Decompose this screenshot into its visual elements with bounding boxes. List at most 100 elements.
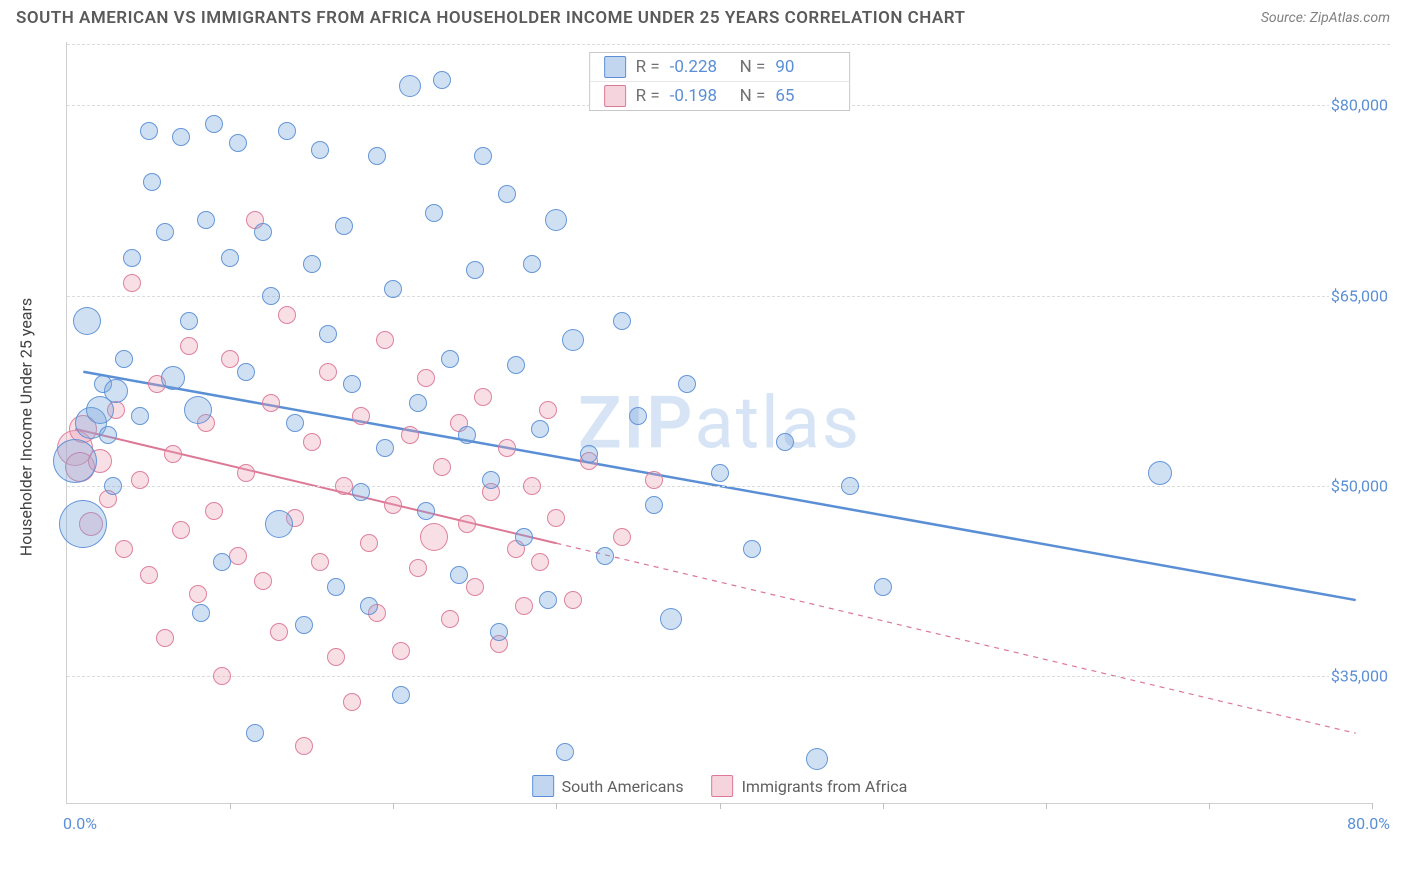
data-point <box>319 363 337 381</box>
data-point <box>441 350 459 368</box>
data-point <box>343 693 361 711</box>
legend-item-blue: South Americans <box>532 775 684 797</box>
data-point <box>613 312 631 330</box>
data-point <box>156 629 174 647</box>
data-point <box>841 477 859 495</box>
data-point <box>458 426 476 444</box>
stat-n-label: N = <box>740 86 766 106</box>
stats-legend: R = -0.228 N = 90 R = -0.198 N = 65 <box>589 52 851 111</box>
data-point <box>474 147 492 165</box>
data-point <box>164 445 182 463</box>
legend-label-pink: Immigrants from Africa <box>742 777 908 796</box>
data-point <box>409 559 427 577</box>
legend-label-blue: South Americans <box>562 777 684 796</box>
data-point <box>417 502 435 520</box>
data-point <box>205 115 223 133</box>
data-point <box>660 608 682 630</box>
data-point <box>303 255 321 273</box>
data-point <box>1148 461 1172 485</box>
data-point <box>131 471 149 489</box>
data-point <box>482 471 500 489</box>
data-point <box>104 477 122 495</box>
data-point <box>523 477 541 495</box>
data-point <box>53 439 97 483</box>
data-point <box>711 464 729 482</box>
data-point <box>192 604 210 622</box>
data-point <box>352 483 370 501</box>
data-point <box>265 510 293 538</box>
data-point <box>392 686 410 704</box>
data-point <box>59 500 107 548</box>
data-point <box>523 255 541 273</box>
grid-line <box>67 44 1390 45</box>
data-point <box>401 426 419 444</box>
data-point <box>172 128 190 146</box>
data-point <box>213 667 231 685</box>
x-axis-min-label: 0.0% <box>63 814 97 833</box>
y-tick-label: $65,000 <box>1329 286 1390 305</box>
data-point <box>180 312 198 330</box>
data-point <box>433 458 451 476</box>
data-point <box>221 350 239 368</box>
data-point <box>466 578 484 596</box>
stat-n-label: N = <box>740 57 766 77</box>
data-point <box>180 337 198 355</box>
x-tick <box>1209 803 1210 809</box>
swatch-blue-icon <box>604 56 626 78</box>
x-tick <box>556 803 557 809</box>
stat-r-pink: -0.198 <box>670 86 730 106</box>
data-point <box>99 426 117 444</box>
x-axis-max-label: 80.0% <box>1347 814 1390 833</box>
y-axis-title: Householder Income Under 25 years <box>17 298 36 556</box>
data-point <box>545 209 567 231</box>
data-point <box>420 523 448 551</box>
data-point <box>303 433 321 451</box>
data-point <box>507 356 525 374</box>
stat-r-blue: -0.228 <box>670 57 730 77</box>
data-point <box>213 553 231 571</box>
data-point <box>874 578 892 596</box>
data-point <box>343 375 361 393</box>
data-point <box>409 394 427 412</box>
data-point <box>278 122 296 140</box>
watermark-suffix: atlas <box>694 380 861 465</box>
y-tick-label: $80,000 <box>1329 96 1390 115</box>
data-point <box>335 217 353 235</box>
data-point <box>161 366 185 390</box>
data-point <box>319 325 337 343</box>
data-point <box>399 75 421 97</box>
data-point <box>189 585 207 603</box>
x-tick <box>720 803 721 809</box>
data-point <box>295 616 313 634</box>
data-point <box>376 439 394 457</box>
data-point <box>806 748 828 770</box>
data-point <box>596 547 614 565</box>
data-point <box>450 566 468 584</box>
data-point <box>335 477 353 495</box>
data-point <box>515 528 533 546</box>
data-point <box>580 445 598 463</box>
data-point <box>205 502 223 520</box>
data-point <box>629 407 647 425</box>
stat-n-pink: 65 <box>775 86 835 106</box>
chart-header: SOUTH AMERICAN VS IMMIGRANTS FROM AFRICA… <box>0 0 1406 32</box>
data-point <box>237 464 255 482</box>
data-point <box>645 471 663 489</box>
data-point <box>254 572 272 590</box>
data-point <box>678 375 696 393</box>
data-point <box>417 369 435 387</box>
data-point <box>498 185 516 203</box>
data-point <box>286 414 304 432</box>
data-point <box>564 591 582 609</box>
data-point <box>556 743 574 761</box>
data-point <box>376 331 394 349</box>
data-point <box>441 610 459 628</box>
data-point <box>490 623 508 641</box>
chart-title: SOUTH AMERICAN VS IMMIGRANTS FROM AFRICA… <box>16 8 965 28</box>
plot-area: ZIPatlas R = -0.228 N = 90 R = -0.198 N … <box>66 42 1372 804</box>
data-point <box>352 407 370 425</box>
data-point <box>104 379 128 403</box>
data-point <box>466 261 484 279</box>
data-point <box>246 724 264 742</box>
trend-lines <box>67 42 1372 803</box>
